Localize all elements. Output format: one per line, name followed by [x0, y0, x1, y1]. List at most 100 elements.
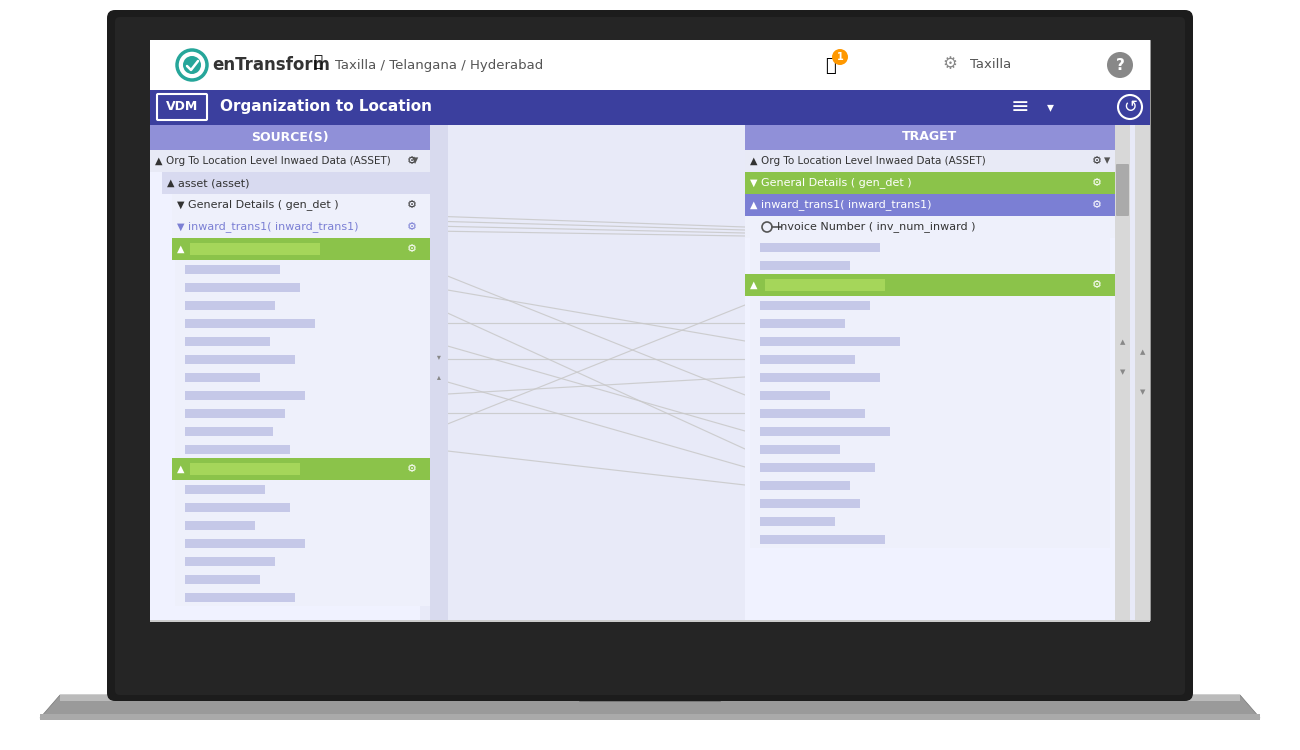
Bar	[760, 427, 891, 436]
Bar	[185, 521, 255, 530]
Bar	[185, 445, 290, 454]
Bar	[172, 194, 430, 216]
Text: ⚙: ⚙	[942, 55, 957, 73]
Bar	[176, 534, 430, 552]
Bar	[176, 278, 430, 296]
Bar	[185, 539, 306, 548]
Bar	[176, 552, 430, 570]
Text: inward_trans1( inward_trans1): inward_trans1( inward_trans1)	[760, 200, 932, 211]
Text: Taxilla / Telangana / Hyderabad: Taxilla / Telangana / Hyderabad	[335, 58, 543, 71]
Text: ▲: ▲	[155, 156, 162, 166]
Bar	[172, 458, 430, 480]
Text: ⚙: ⚙	[407, 244, 417, 254]
Bar	[150, 40, 1150, 90]
Bar	[172, 216, 430, 238]
Text: ▾: ▾	[1104, 154, 1110, 167]
Bar	[760, 243, 880, 252]
Text: ▲: ▲	[177, 244, 185, 254]
Text: ▾: ▾	[1046, 100, 1053, 114]
Bar	[162, 172, 430, 194]
Text: Organization to Location: Organization to Location	[220, 100, 432, 115]
Bar	[185, 391, 306, 400]
Polygon shape	[40, 695, 1260, 718]
Bar	[185, 373, 260, 382]
Text: Org To Location Level Inwaed Data (ASSET): Org To Location Level Inwaed Data (ASSET…	[760, 156, 985, 166]
Circle shape	[1108, 52, 1134, 78]
Bar	[190, 463, 300, 475]
Text: ⚙: ⚙	[1092, 200, 1102, 210]
Text: enTransform: enTransform	[212, 56, 330, 74]
Bar	[176, 422, 430, 440]
Bar	[750, 476, 1110, 494]
Bar	[750, 386, 1110, 404]
Bar	[185, 593, 295, 602]
Bar	[760, 481, 850, 490]
Bar	[430, 125, 448, 620]
Bar	[185, 337, 270, 346]
Text: ?: ?	[1115, 58, 1124, 73]
Text: ◂: ◂	[434, 355, 443, 359]
Bar	[176, 350, 430, 368]
Bar	[745, 125, 1115, 150]
Bar	[760, 517, 835, 526]
Bar	[150, 90, 1150, 125]
Text: ▼: ▼	[1140, 389, 1145, 395]
Text: 🏛: 🏛	[313, 55, 322, 70]
Text: ▲: ▲	[1121, 339, 1126, 345]
Bar	[760, 355, 855, 364]
Text: General Details ( gen_det ): General Details ( gen_det )	[760, 178, 911, 188]
Bar	[745, 194, 1115, 216]
Bar	[750, 422, 1110, 440]
Text: ⚙: ⚙	[407, 222, 417, 232]
Bar	[750, 314, 1110, 332]
Text: ▲: ▲	[166, 178, 174, 188]
Bar	[745, 274, 1115, 296]
Bar	[176, 498, 430, 516]
Text: ↺: ↺	[1123, 98, 1138, 116]
Bar	[185, 283, 300, 292]
Bar	[750, 404, 1110, 422]
Bar	[150, 40, 1150, 620]
Bar	[760, 301, 870, 310]
Text: ▲: ▲	[1140, 349, 1145, 355]
Bar	[185, 319, 315, 328]
Bar	[750, 296, 1110, 314]
Bar	[176, 260, 430, 278]
Bar	[750, 350, 1110, 368]
Bar	[760, 409, 865, 418]
Text: 🔔: 🔔	[824, 57, 836, 75]
Bar	[760, 373, 880, 382]
Text: ▼: ▼	[1121, 369, 1126, 375]
Bar	[185, 485, 265, 494]
FancyBboxPatch shape	[1115, 164, 1128, 216]
Bar	[176, 404, 430, 422]
Bar	[760, 391, 829, 400]
Bar	[190, 243, 320, 255]
Text: asset (asset): asset (asset)	[178, 178, 250, 188]
Bar	[176, 386, 430, 404]
Bar	[764, 279, 885, 291]
Bar	[750, 256, 1110, 274]
Text: ▲: ▲	[750, 280, 758, 290]
Bar	[185, 575, 260, 584]
Bar	[1135, 125, 1150, 620]
Text: ⚙: ⚙	[1092, 280, 1102, 290]
Text: ⚙: ⚙	[407, 156, 417, 166]
Bar	[185, 503, 290, 512]
Bar	[760, 445, 840, 454]
Bar	[185, 301, 276, 310]
Bar	[750, 494, 1110, 512]
Text: TRAGET: TRAGET	[902, 130, 958, 143]
Bar	[176, 296, 430, 314]
Text: ▲: ▲	[177, 464, 185, 474]
Text: ▲: ▲	[750, 156, 758, 166]
Bar	[750, 530, 1110, 548]
Bar	[176, 440, 430, 458]
Bar	[150, 620, 1150, 622]
Circle shape	[832, 49, 848, 65]
FancyBboxPatch shape	[578, 692, 722, 702]
Text: ▼: ▼	[750, 178, 758, 188]
Bar	[185, 409, 285, 418]
Bar	[750, 368, 1110, 386]
Bar	[750, 458, 1110, 476]
